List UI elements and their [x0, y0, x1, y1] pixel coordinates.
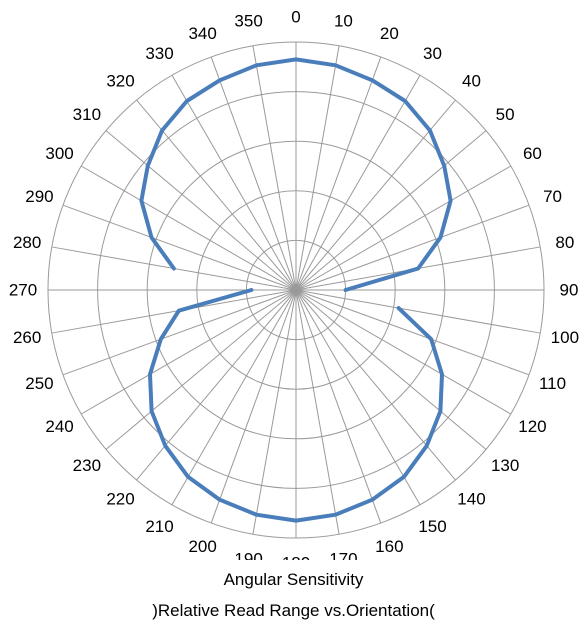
- angular-grid-spokes: [48, 42, 544, 538]
- angle-tick-label-50: 50: [496, 105, 515, 124]
- grid-spoke-70: [295, 204, 530, 291]
- angle-tick-label-30: 30: [423, 44, 442, 63]
- angle-tick-label-130: 130: [491, 456, 519, 475]
- angle-tick-label-140: 140: [457, 490, 485, 509]
- angle-tick-label-0: 0: [291, 8, 300, 27]
- grid-spoke-110: [295, 289, 530, 376]
- angle-tick-label-170: 170: [329, 549, 357, 560]
- grid-spoke-100: [295, 289, 541, 334]
- grid-spoke-300: [80, 165, 297, 291]
- angle-tick-label-80: 80: [555, 233, 574, 252]
- chart-title: Angular Sensitivity: [223, 570, 364, 589]
- grid-spoke-350: [252, 45, 297, 291]
- angle-tick-label-60: 60: [523, 144, 542, 163]
- angular-tick-labels: 0 10 20 30 40 50 60 70 80 90 100 110 120 130 140 150 160…: [9, 8, 579, 561]
- angle-tick-label-10: 10: [334, 12, 353, 31]
- angle-tick-label-230: 230: [73, 456, 101, 475]
- grid-spoke-10: [295, 45, 340, 291]
- grid-spoke-30: [295, 74, 421, 291]
- chart-subtitle: )Relative Read Range vs.Orientation(: [152, 601, 435, 620]
- grid-spoke-20: [295, 56, 382, 291]
- angle-tick-label-120: 120: [518, 417, 546, 436]
- grid-spoke-160: [295, 289, 382, 524]
- grid-spoke-210: [171, 289, 297, 506]
- grid-spoke-310: [105, 130, 297, 291]
- angle-tick-label-90: 90: [560, 281, 579, 300]
- angle-tick-label-150: 150: [418, 517, 446, 536]
- angle-tick-label-330: 330: [145, 44, 173, 63]
- angle-tick-label-190: 190: [234, 549, 262, 560]
- angle-tick-label-210: 210: [145, 517, 173, 536]
- angle-tick-label-280: 280: [13, 233, 41, 252]
- grid-spoke-290: [62, 204, 297, 291]
- grid-spoke-250: [62, 289, 297, 376]
- grid-spoke-120: [295, 289, 512, 415]
- angle-tick-label-110: 110: [539, 374, 566, 393]
- grid-spoke-190: [252, 289, 297, 535]
- angle-tick-label-40: 40: [462, 71, 481, 90]
- angle-tick-label-340: 340: [188, 24, 216, 43]
- angle-tick-label-300: 300: [45, 144, 73, 163]
- grid-spoke-240: [80, 289, 297, 415]
- grid-spoke-220: [136, 289, 297, 481]
- series-line-1: [148, 288, 444, 523]
- grid-spoke-340: [210, 56, 297, 291]
- angle-tick-label-260: 260: [13, 328, 41, 347]
- grid-spoke-130: [295, 289, 487, 450]
- angle-tick-label-20: 20: [380, 24, 399, 43]
- grid-spoke-260: [51, 289, 297, 334]
- angle-tick-label-310: 310: [73, 105, 101, 124]
- polar-chart: 0 10 20 30 40 50 60 70 80 90 100 110 120 130 140 150 160…: [9, 8, 579, 561]
- angle-tick-label-200: 200: [188, 537, 216, 556]
- grid-spoke-50: [295, 130, 487, 291]
- angle-tick-label-250: 250: [25, 374, 53, 393]
- grid-spoke-230: [105, 289, 297, 450]
- angle-tick-label-270: 270: [9, 281, 37, 300]
- angle-tick-label-290: 290: [25, 187, 53, 206]
- angle-tick-label-70: 70: [543, 187, 562, 206]
- angle-tick-label-220: 220: [106, 490, 134, 509]
- grid-spoke-60: [295, 165, 512, 291]
- grid-spoke-140: [295, 289, 456, 481]
- angle-tick-label-320: 320: [106, 71, 134, 90]
- angle-tick-label-160: 160: [375, 537, 403, 556]
- angle-tick-label-350: 350: [234, 12, 262, 31]
- grid-spoke-200: [210, 289, 297, 524]
- grid-spoke-150: [295, 289, 421, 506]
- grid-spoke-170: [295, 289, 340, 535]
- data-series: [139, 57, 453, 523]
- angle-tick-label-100: 100: [551, 328, 579, 347]
- angle-tick-label-240: 240: [45, 417, 73, 436]
- grid-spoke-330: [171, 74, 297, 291]
- series-line-0: [139, 57, 453, 292]
- angle-tick-label-180: 180: [282, 554, 310, 561]
